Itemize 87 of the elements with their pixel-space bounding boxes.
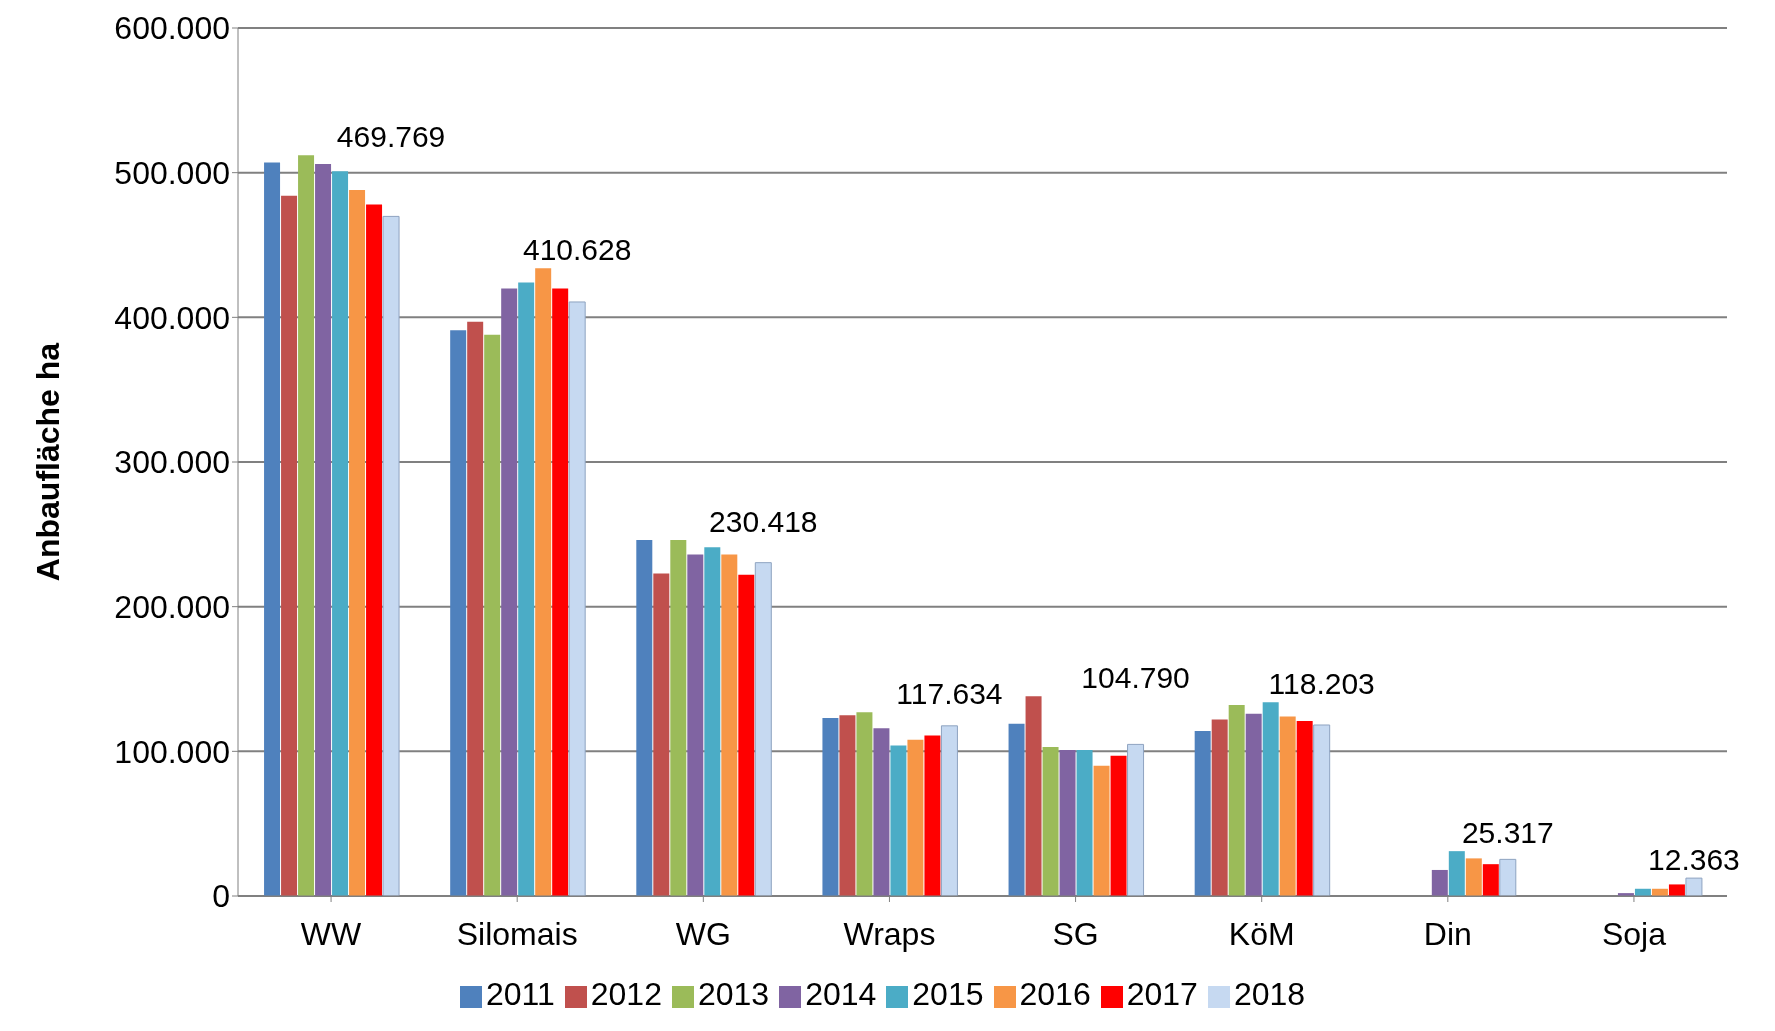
legend-label: 2017	[1126, 976, 1198, 1012]
bar	[653, 573, 670, 896]
data-label: 12.363	[1648, 843, 1740, 877]
bar	[552, 288, 569, 896]
bar	[721, 554, 738, 896]
y-tick-label: 0	[212, 878, 230, 915]
bar	[568, 301, 586, 896]
bar	[1499, 858, 1517, 896]
bar	[1194, 731, 1211, 896]
x-tick-label: KöM	[1228, 915, 1295, 952]
bar	[738, 574, 755, 896]
bar	[1059, 749, 1076, 896]
bar	[298, 155, 315, 896]
data-label: 118.203	[1268, 667, 1375, 701]
legend-label: 2018	[1233, 976, 1306, 1012]
bar	[315, 163, 332, 896]
bar	[1127, 743, 1145, 896]
bar	[366, 204, 383, 896]
legend-label: 2015	[912, 976, 984, 1012]
bar	[349, 190, 366, 896]
legend-label: 2011	[485, 976, 555, 1012]
bar	[264, 162, 281, 896]
bar	[535, 268, 552, 896]
bar	[1482, 864, 1499, 896]
bar	[1431, 869, 1448, 896]
bar	[1245, 713, 1262, 896]
bar	[484, 334, 501, 896]
bar	[636, 540, 653, 896]
bar	[1262, 702, 1279, 896]
bar	[1296, 720, 1313, 896]
legend-label: 2012	[590, 976, 662, 1012]
bar	[1211, 719, 1228, 896]
bar	[940, 725, 958, 896]
bar	[332, 171, 349, 896]
legend-label: 2013	[697, 976, 770, 1012]
y-tick-label: 200.000	[114, 589, 230, 626]
x-tick-label: SG	[1052, 915, 1099, 952]
bar	[450, 330, 467, 896]
x-tick-label: Silomais	[456, 915, 578, 952]
bar	[856, 712, 873, 896]
y-tick-label: 600.000	[114, 10, 230, 47]
bar	[1448, 851, 1465, 896]
bar	[1465, 858, 1482, 896]
bar	[1042, 746, 1059, 896]
y-tick-label: 500.000	[114, 155, 230, 192]
data-label: 410.628	[522, 233, 632, 267]
bar	[501, 288, 518, 896]
y-tick-label: 100.000	[114, 733, 230, 770]
bar	[907, 739, 924, 896]
bar	[518, 282, 535, 896]
bar	[754, 562, 772, 896]
data-label: 25.317	[1461, 816, 1554, 850]
y-axis-title: Anbaufläche ha	[30, 342, 67, 582]
bar	[382, 215, 400, 896]
bar	[670, 540, 687, 896]
bar	[1313, 724, 1331, 896]
bar	[924, 735, 941, 896]
data-label: 469.769	[336, 120, 446, 154]
x-tick-label: Wraps	[843, 915, 936, 952]
bar	[1093, 765, 1110, 896]
bar	[687, 554, 704, 896]
legend-label: 2014	[805, 976, 877, 1012]
data-label: 230.418	[709, 505, 818, 539]
x-tick-label: Soja	[1601, 915, 1667, 952]
bar	[704, 547, 721, 896]
bar	[1110, 755, 1127, 896]
legend-label: 2016	[1019, 976, 1091, 1012]
bar	[1279, 716, 1296, 896]
bar	[1228, 705, 1245, 896]
x-tick-label: WG	[675, 915, 731, 952]
y-tick-label: 300.000	[114, 444, 230, 481]
data-label: 117.634	[896, 677, 1003, 711]
bar	[1685, 877, 1703, 896]
bar	[839, 715, 856, 896]
bar	[1076, 749, 1093, 896]
bar	[1025, 696, 1042, 896]
x-tick-label: Din	[1423, 915, 1472, 952]
bar	[890, 745, 907, 896]
bar	[467, 321, 484, 896]
bar	[1008, 723, 1025, 896]
bar	[822, 718, 839, 896]
bar	[873, 728, 890, 896]
data-label: 104.790	[1081, 661, 1190, 695]
bar	[1668, 884, 1685, 896]
x-tick-label: WW	[300, 915, 363, 952]
y-tick-label: 400.000	[114, 299, 230, 336]
bar	[281, 195, 298, 896]
